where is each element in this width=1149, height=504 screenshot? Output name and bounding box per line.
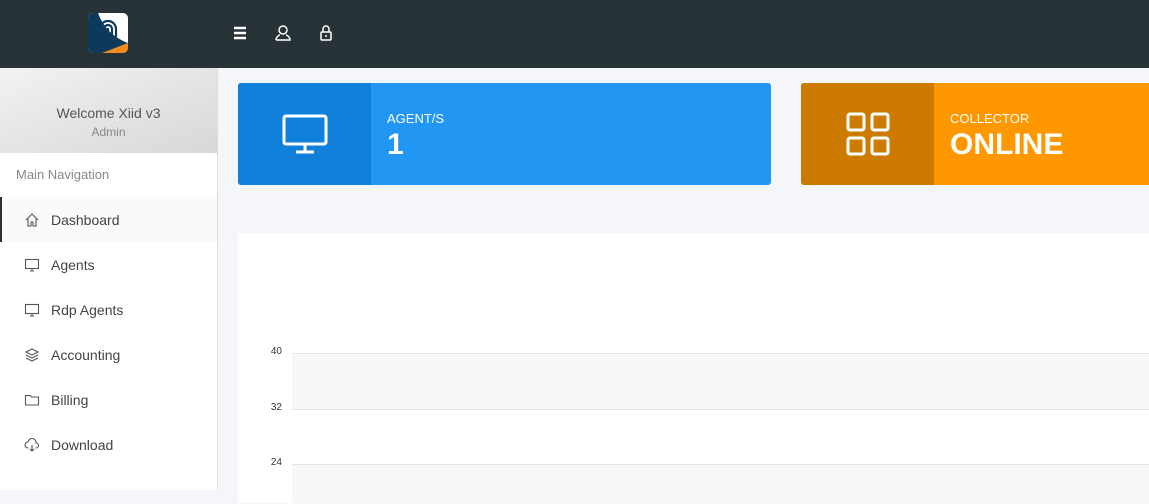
nav-section-title: Main Navigation [16, 167, 110, 182]
welcome-text: Welcome Xiid v3 [56, 105, 161, 121]
sidebar: Welcome Xiid v3 Admin Main Navigation Da… [0, 68, 218, 490]
sidebar-item-agents[interactable]: Agents [0, 242, 217, 287]
sidebar-item-label: Accounting [51, 346, 121, 363]
chart-panel: 40 32 24 [238, 233, 1149, 504]
lock-icon[interactable] [316, 23, 336, 43]
user-profile: Welcome Xiid v3 Admin [0, 68, 217, 153]
y-tick-label: 24 [270, 457, 282, 468]
top-bar [0, 0, 1149, 68]
folder-icon [24, 394, 40, 406]
card-label: AGENT/S [387, 111, 445, 126]
sidebar-item-accounting[interactable]: Accounting [0, 332, 217, 377]
layers-icon [24, 347, 40, 362]
monitor-icon [24, 303, 40, 317]
sidebar-item-download[interactable]: Download [0, 422, 217, 467]
y-tick-label: 32 [270, 402, 282, 413]
user-icon[interactable] [273, 23, 293, 43]
cloud-download-icon [24, 437, 40, 452]
sidebar-item-label: Rdp Agents [51, 301, 124, 318]
agents-card[interactable]: AGENT/S 1 [238, 83, 771, 185]
home-icon [25, 212, 39, 227]
chart-band [292, 353, 1149, 409]
user-role: Admin [91, 125, 126, 139]
sidebar-item-dashboard[interactable]: Dashboard [0, 197, 217, 242]
logo[interactable] [88, 13, 128, 53]
sidebar-item-label: Dashboard [51, 211, 120, 228]
sidebar-item-label: Download [51, 436, 114, 453]
y-tick-label: 40 [270, 346, 282, 357]
monitor-icon [238, 83, 371, 185]
card-label: COLLECTOR [950, 111, 1030, 126]
sidebar-item-label: Billing [51, 391, 89, 408]
grid-icon [801, 83, 934, 185]
monitor-icon [24, 258, 40, 272]
chart-band [292, 464, 1149, 504]
sidebar-item-rdp-agents[interactable]: Rdp Agents [0, 287, 217, 332]
gridline [292, 409, 1149, 410]
sidebar-item-billing[interactable]: Billing [0, 377, 217, 422]
gridline [292, 464, 1149, 465]
card-value: 1 [387, 128, 404, 161]
gridline [292, 353, 1149, 354]
sidebar-item-label: Agents [51, 256, 95, 273]
collector-card[interactable]: COLLECTOR ONLINE [801, 83, 1149, 185]
card-value: ONLINE [950, 128, 1064, 161]
hamburger-menu-icon[interactable] [230, 23, 250, 43]
